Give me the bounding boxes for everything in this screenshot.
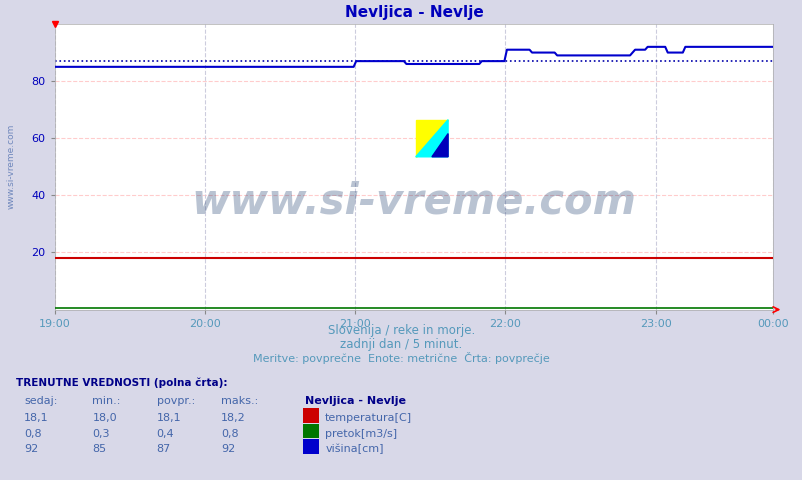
Text: 0,8: 0,8 xyxy=(221,429,238,439)
Text: 92: 92 xyxy=(221,444,235,454)
Text: povpr.:: povpr.: xyxy=(156,396,195,406)
Polygon shape xyxy=(415,120,448,157)
Text: Meritve: povprečne  Enote: metrične  Črta: povprečje: Meritve: povprečne Enote: metrične Črta:… xyxy=(253,352,549,364)
Text: zadnji dan / 5 minut.: zadnji dan / 5 minut. xyxy=(340,338,462,351)
Text: pretok[m3/s]: pretok[m3/s] xyxy=(325,429,397,439)
Text: Slovenija / reke in morje.: Slovenija / reke in morje. xyxy=(327,324,475,336)
Text: sedaj:: sedaj: xyxy=(24,396,58,406)
Text: višina[cm]: višina[cm] xyxy=(325,444,383,454)
Polygon shape xyxy=(431,133,448,157)
Text: 87: 87 xyxy=(156,444,171,454)
Text: 0,3: 0,3 xyxy=(92,429,110,439)
Polygon shape xyxy=(415,120,448,157)
Text: 0,4: 0,4 xyxy=(156,429,174,439)
Title: Nevljica - Nevlje: Nevljica - Nevlje xyxy=(344,5,483,20)
Text: 18,1: 18,1 xyxy=(24,413,49,423)
Text: TRENUTNE VREDNOSTI (polna črta):: TRENUTNE VREDNOSTI (polna črta): xyxy=(16,378,227,388)
Text: min.:: min.: xyxy=(92,396,120,406)
Text: maks.:: maks.: xyxy=(221,396,257,406)
Text: 85: 85 xyxy=(92,444,107,454)
Text: www.si-vreme.com: www.si-vreme.com xyxy=(191,180,636,222)
Text: temperatura[C]: temperatura[C] xyxy=(325,413,411,423)
Bar xyxy=(415,120,448,157)
Text: 18,1: 18,1 xyxy=(156,413,181,423)
Text: 92: 92 xyxy=(24,444,38,454)
Text: 0,8: 0,8 xyxy=(24,429,42,439)
Text: www.si-vreme.com: www.si-vreme.com xyxy=(7,124,16,209)
Text: 18,0: 18,0 xyxy=(92,413,117,423)
Text: 18,2: 18,2 xyxy=(221,413,245,423)
Text: Nevljica - Nevlje: Nevljica - Nevlje xyxy=(305,396,406,406)
